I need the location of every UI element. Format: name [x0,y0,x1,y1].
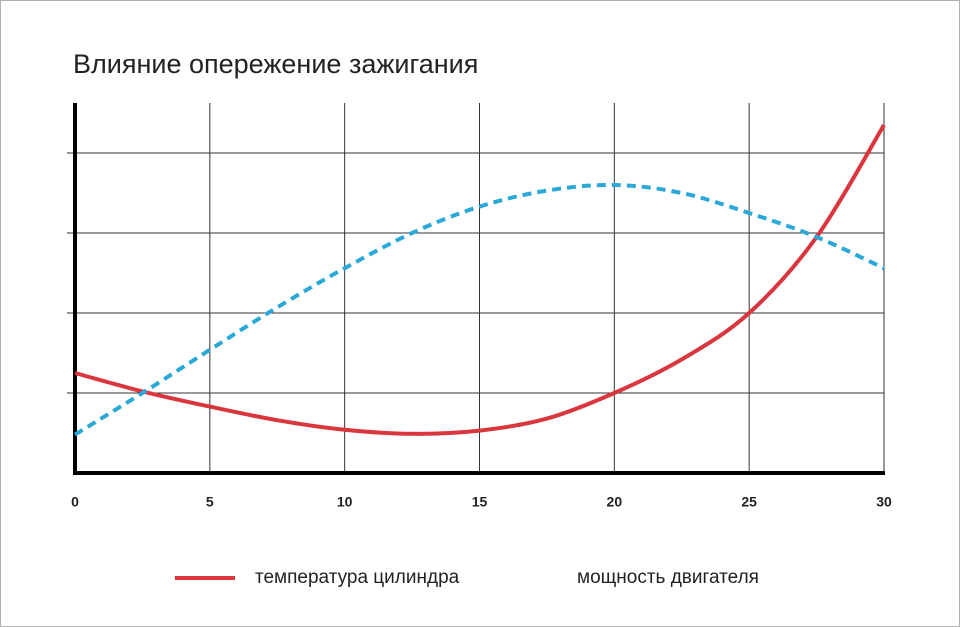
x-tick-label: 5 [206,494,214,510]
series-line [74,123,886,436]
series-line [73,182,885,437]
x-tick-label: 25 [741,494,757,510]
x-tick-label: 20 [607,494,623,510]
x-tick-label: 10 [337,494,353,510]
x-tick-label: 30 [876,494,892,510]
legend-label: температура цилиндра [255,567,460,588]
x-tick-label: 0 [71,494,79,510]
chart-title: Влияние опережение зажигания [73,49,478,79]
legend-label: мощность двигателя [577,567,759,588]
x-tick-label: 15 [472,494,488,510]
